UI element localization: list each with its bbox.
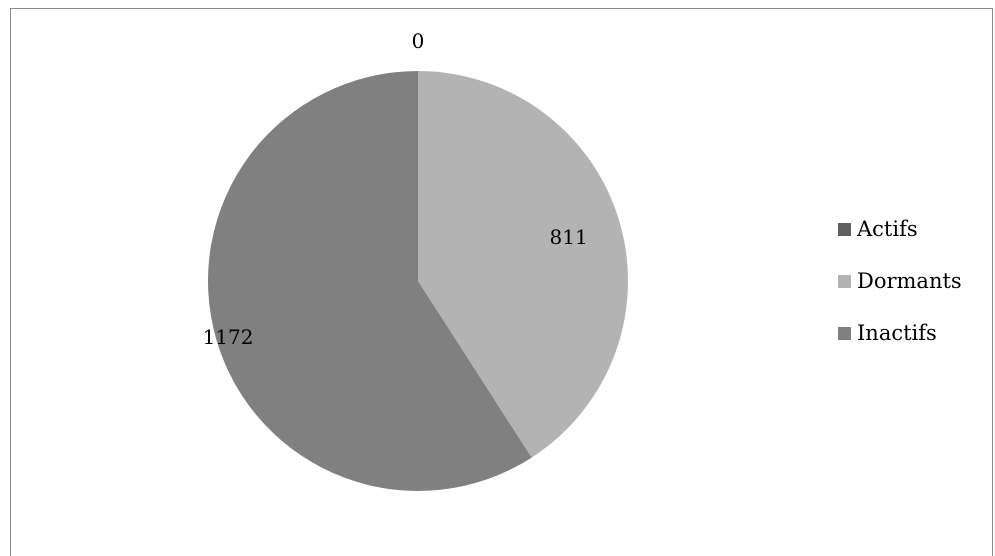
legend-swatch-actifs: [838, 222, 851, 236]
legend-item-actifs: Actifs: [838, 216, 962, 242]
data-label-actifs: 0: [411, 29, 425, 53]
pie-slice-inactifs: [208, 71, 532, 491]
pie-slice-dormants: [418, 71, 629, 458]
legend: Actifs Dormants Inactifs: [838, 216, 962, 346]
legend-swatch-inactifs: [838, 326, 851, 340]
pie-slices: [208, 71, 629, 491]
chart-frame: [10, 8, 993, 556]
legend-item-dormants: Dormants: [838, 268, 962, 294]
legend-label-actifs: Actifs: [857, 216, 918, 241]
legend-label-inactifs: Inactifs: [857, 320, 937, 345]
legend-swatch-dormants: [838, 274, 851, 288]
legend-label-dormants: Dormants: [857, 268, 962, 293]
data-label-dormants: 811: [549, 224, 588, 249]
data-label-inactifs: 1172: [202, 324, 254, 349]
legend-item-inactifs: Inactifs: [838, 320, 962, 346]
